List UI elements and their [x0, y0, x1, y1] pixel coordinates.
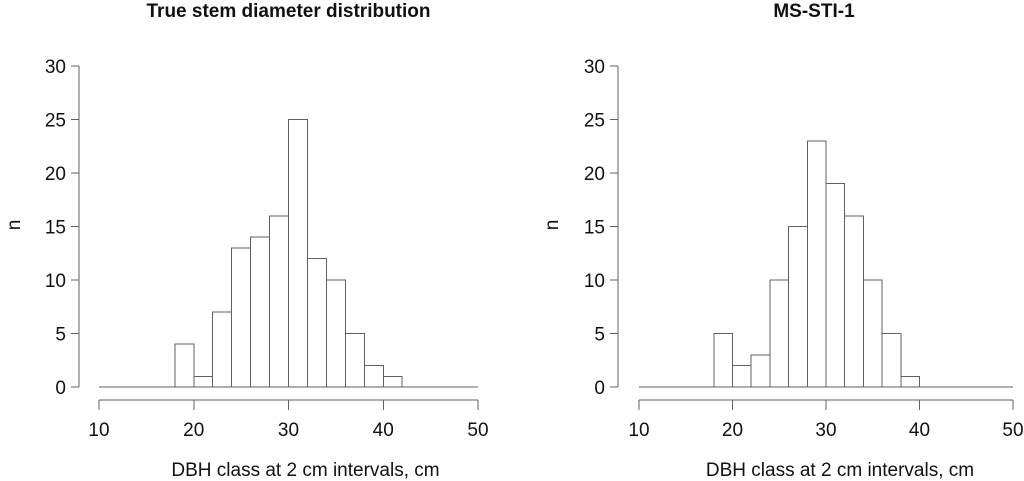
x-tick-label: 50	[467, 420, 488, 441]
histogram-bar	[750, 354, 771, 388]
y-tick-label: 20	[584, 164, 605, 185]
x-tick-label: 10	[88, 420, 109, 441]
histogram-bar	[306, 258, 327, 388]
x-tick-label: 30	[815, 420, 836, 441]
histogram-bar	[344, 333, 365, 388]
x-tick-label: 40	[373, 420, 394, 441]
y-tick-label: 15	[45, 218, 66, 239]
histogram-bar	[862, 279, 883, 388]
histogram-bar	[713, 333, 733, 388]
x-tick-label: 20	[183, 420, 204, 441]
x-axis-label-left: DBH class at 2 cm intervals, cm	[171, 460, 440, 481]
histogram-bar	[174, 343, 195, 388]
x-tick-label: 30	[278, 420, 299, 441]
histogram-bar	[825, 183, 846, 388]
y-tick-label: 10	[45, 271, 66, 292]
y-tick-label: 0	[594, 378, 605, 399]
y-tick-label: 5	[55, 325, 66, 346]
x-tick-label: 20	[722, 420, 743, 441]
histogram-bar	[193, 375, 214, 388]
histogram-bar	[732, 365, 752, 388]
histogram-bar	[382, 375, 403, 388]
x-tick-label: 50	[1002, 420, 1023, 441]
x-axis-label-right: DBH class at 2 cm intervals, cm	[705, 460, 975, 481]
histogram-bar	[844, 215, 864, 388]
histogram-bar	[900, 375, 920, 388]
y-tick-label: 25	[45, 111, 66, 132]
histogram-bar	[212, 311, 233, 388]
y-tick-label: 25	[584, 111, 605, 132]
histogram-bar	[231, 247, 252, 388]
y-tick-label: 20	[45, 164, 66, 185]
y-tick-label: 5	[594, 325, 605, 346]
histogram-bar	[881, 333, 902, 388]
y-tick-label: 30	[584, 57, 605, 78]
histogram-bar	[269, 215, 289, 388]
histogram-bar	[806, 140, 827, 388]
x-tick-label: 10	[628, 420, 649, 441]
x-tick-label: 40	[909, 420, 930, 441]
histogram-bar	[769, 279, 790, 388]
histogram-bar	[250, 236, 271, 388]
y-tick-label: 15	[584, 218, 605, 239]
histogram-bar	[363, 365, 384, 388]
histogram-bar	[788, 226, 808, 388]
histogram-bar	[325, 279, 346, 388]
histogram-bar	[288, 119, 308, 388]
plot-title-right: MS-STI-1	[773, 1, 855, 22]
plot-title-left: True stem diameter distribution	[146, 1, 431, 22]
y-tick-label: 30	[45, 57, 66, 78]
y-tick-label: 0	[55, 378, 66, 399]
y-tick-label: 10	[584, 271, 605, 292]
